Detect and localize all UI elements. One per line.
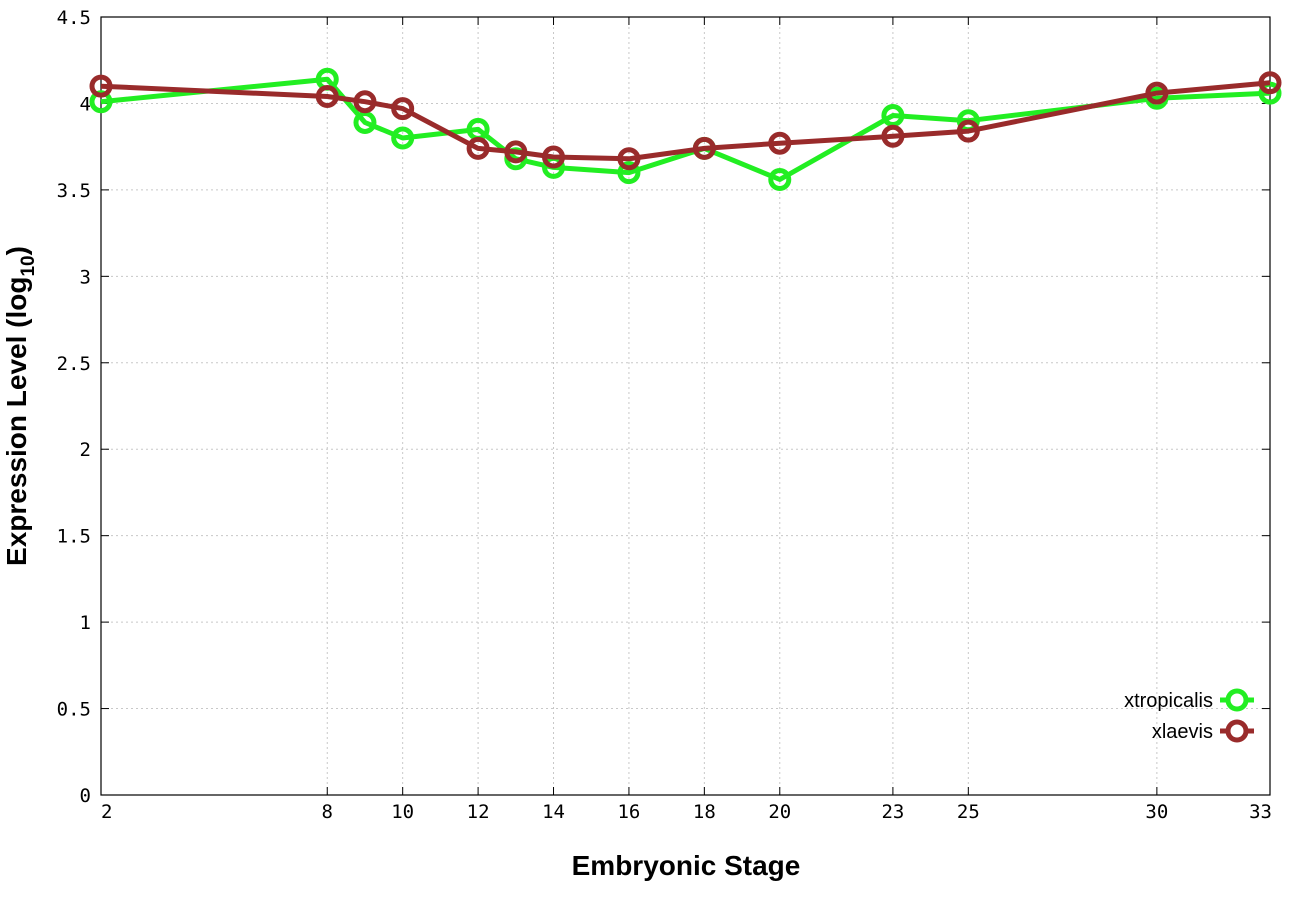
- data-point-xlaevis: [466, 136, 490, 160]
- legend: xtropicalis xlaevis: [1124, 688, 1254, 743]
- x-tick-label: 23: [881, 801, 904, 823]
- y-tick-label: 0: [80, 785, 91, 807]
- y-tick-label: 2: [80, 439, 91, 461]
- y-axis-title: Expression Level (log10): [1, 246, 39, 566]
- axis-layer: 0 0.5 1 1.5 2 2.5 3 3.5 4 4.5 2 8 10 12 14 16 18 20 23 25 30…: [57, 7, 1272, 823]
- data-point-xlaevis: [315, 85, 339, 109]
- data-point-xtropicalis: [617, 161, 641, 185]
- data-point-xlaevis: [768, 131, 792, 155]
- x-tick-label: 14: [542, 801, 565, 823]
- data-point-xlaevis: [617, 147, 641, 171]
- x-tick-label: 30: [1145, 801, 1168, 823]
- x-tick-label: 10: [391, 801, 414, 823]
- y-tick-label: 2.5: [57, 353, 91, 375]
- data-point-xlaevis: [1145, 81, 1169, 105]
- data-point-xlaevis: [89, 74, 113, 98]
- data-point-xlaevis: [504, 140, 528, 164]
- y-tick-label: 4.5: [57, 7, 91, 29]
- y-tick-label: 3.5: [57, 180, 91, 202]
- legend-marker-xtropicalis: [1225, 688, 1249, 712]
- x-axis-title: Embryonic Stage: [572, 850, 801, 881]
- data-point-xlaevis: [692, 136, 716, 160]
- y-axis-title-suffix: ): [1, 246, 32, 255]
- series-line-xlaevis: [100, 80, 1271, 162]
- x-tick-label: 25: [957, 801, 980, 823]
- y-tick-label: 1.5: [57, 526, 91, 548]
- x-tick-label: 8: [322, 801, 333, 823]
- legend-marker-xlaevis: [1225, 719, 1249, 743]
- legend-label-xtropicalis: xtropicalis: [1124, 690, 1213, 712]
- data-point-xtropicalis: [391, 126, 415, 150]
- data-point-xlaevis: [1258, 71, 1282, 95]
- data-point-xlaevis: [956, 119, 980, 143]
- data-point-xtropicalis: [881, 104, 905, 128]
- x-tick-label: 2: [101, 801, 112, 823]
- data-point-xtropicalis: [768, 168, 792, 192]
- y-tick-label: 3: [80, 266, 91, 288]
- x-tick-label: 20: [768, 801, 791, 823]
- data-point-xlaevis: [542, 145, 566, 169]
- x-tick-label: 18: [693, 801, 716, 823]
- y-axis-title-subscript: 10: [18, 255, 39, 276]
- data-point-xlaevis: [353, 90, 377, 114]
- x-tick-label: 33: [1249, 801, 1272, 823]
- data-point-xlaevis: [391, 97, 415, 121]
- plot-frame: [100, 16, 1271, 796]
- x-tick-label: 12: [467, 801, 490, 823]
- y-tick-label: 0.5: [57, 699, 91, 721]
- y-axis-title-main: Expression Level (log: [1, 277, 32, 566]
- x-tick-label: 16: [617, 801, 640, 823]
- data-point-xlaevis: [881, 124, 905, 148]
- y-tick-label: 1: [80, 612, 91, 634]
- data-point-xtropicalis: [353, 110, 377, 134]
- legend-label-xlaevis: xlaevis: [1152, 721, 1213, 743]
- y-tick-label: 4: [80, 93, 91, 115]
- series-layer: [89, 67, 1282, 192]
- grid-layer: [101, 17, 1270, 795]
